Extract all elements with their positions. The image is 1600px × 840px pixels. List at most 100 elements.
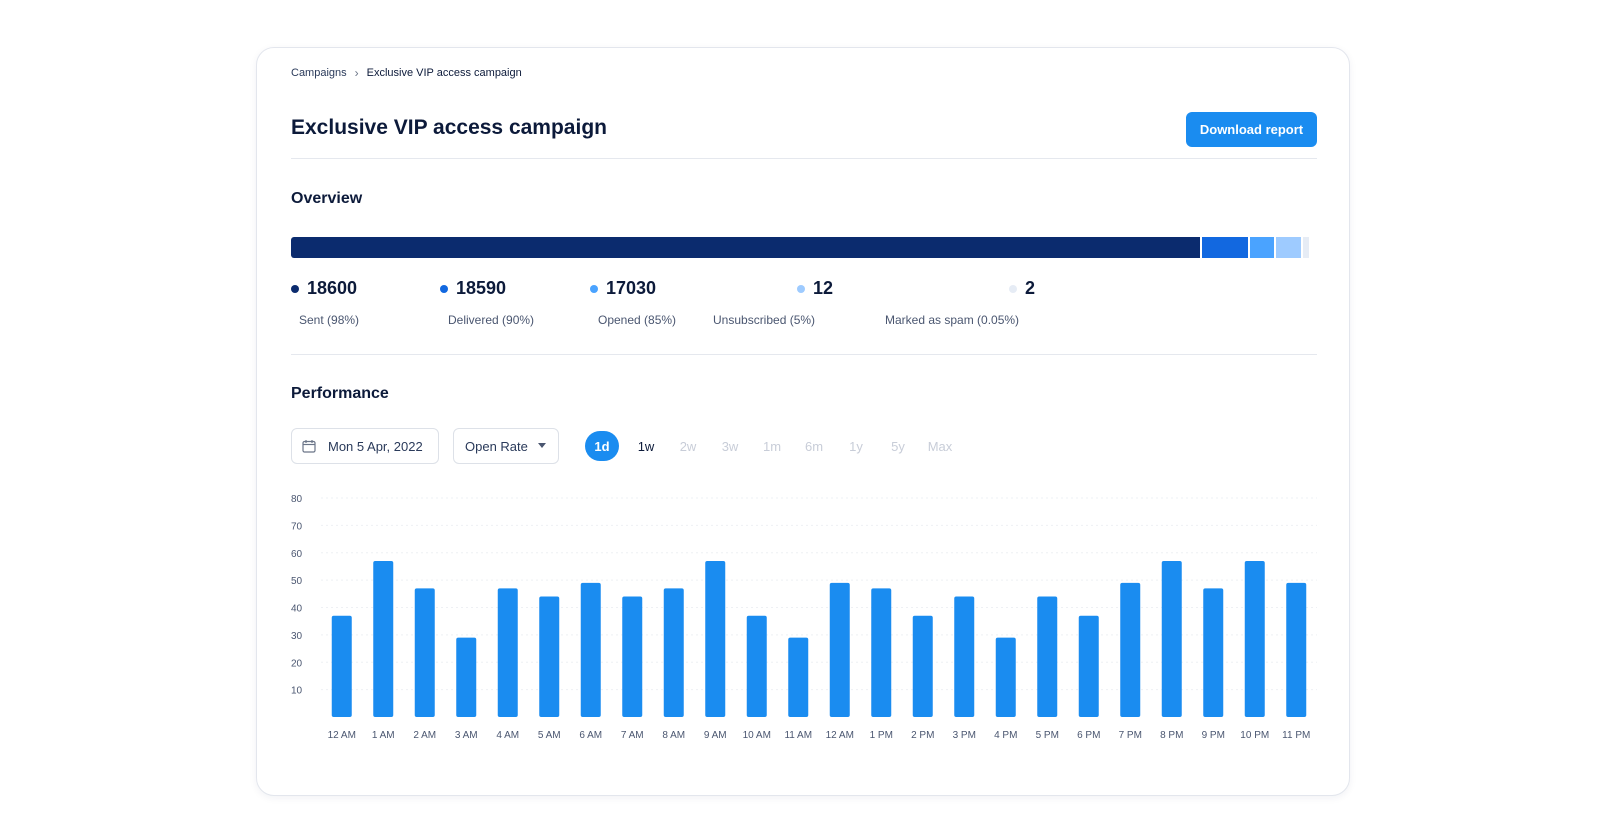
range-tab-1y[interactable]: 1y xyxy=(849,438,863,454)
breadcrumb-campaigns-link[interactable]: Campaigns xyxy=(291,67,347,79)
download-report-button[interactable]: Download report xyxy=(1186,112,1317,147)
overview-segment-unsubscribed xyxy=(1276,237,1301,258)
x-tick-label: 6 PM xyxy=(1077,730,1100,741)
bar[interactable] xyxy=(912,615,933,717)
chevron-right-icon: › xyxy=(354,66,359,80)
bar[interactable] xyxy=(788,637,809,717)
stat-delivered: 18590 Delivered (90%) xyxy=(440,278,534,327)
bar[interactable] xyxy=(1161,560,1182,717)
stat-value: 2 xyxy=(1025,278,1036,298)
bar[interactable] xyxy=(705,560,726,717)
y-tick-label: 20 xyxy=(291,658,303,669)
stat-label: Delivered (90%) xyxy=(448,313,535,327)
overview-title: Overview xyxy=(291,190,363,207)
page-title: Exclusive VIP access campaign xyxy=(291,116,607,139)
overview-segment-opened xyxy=(1249,237,1275,258)
stat-spam: 2 Marked as spam (0.05%) xyxy=(885,278,1036,327)
y-tick-label: 10 xyxy=(291,686,303,697)
x-tick-label: 9 PM xyxy=(1202,730,1225,741)
bar[interactable] xyxy=(1078,615,1099,717)
bar[interactable] xyxy=(456,637,477,717)
x-tick-label: 8 AM xyxy=(662,730,685,741)
x-tick-label: 10 PM xyxy=(1240,730,1269,741)
metric-select[interactable]: Open Rate xyxy=(453,428,559,464)
bar[interactable] xyxy=(539,596,560,717)
bar[interactable] xyxy=(871,588,892,717)
range-tab-2w[interactable]: 2w xyxy=(679,438,697,454)
y-tick-label: 60 xyxy=(291,549,303,560)
stat-label: Marked as spam (0.05%) xyxy=(885,313,1020,327)
date-picker[interactable]: Mon 5 Apr, 2022 xyxy=(291,428,439,464)
range-tab-6m[interactable]: 6m xyxy=(804,438,824,454)
stat-dot xyxy=(291,284,299,293)
overview-segment-sent xyxy=(291,237,1201,258)
stat-value: 17030 xyxy=(606,278,657,298)
x-tick-label: 8 PM xyxy=(1160,730,1183,741)
x-tick-label: 1 PM xyxy=(870,730,893,741)
range-tab-5y[interactable]: 5y xyxy=(891,438,905,454)
x-tick-label: 4 AM xyxy=(496,730,519,741)
x-tick-label: 7 AM xyxy=(621,730,644,741)
performance-title: Performance xyxy=(291,385,389,402)
x-tick-label: 2 PM xyxy=(911,730,934,741)
stat-label: Opened (85%) xyxy=(598,313,677,327)
breadcrumb-current: Exclusive VIP access campaign xyxy=(366,67,522,79)
y-tick-label: 40 xyxy=(291,604,303,615)
stat-dot xyxy=(590,284,598,293)
x-tick-label: 12 AM xyxy=(826,730,854,741)
stat-opened: 17030 Opened (85%) xyxy=(590,278,676,327)
bar[interactable] xyxy=(1203,588,1224,717)
bar[interactable] xyxy=(1037,596,1058,717)
bar[interactable] xyxy=(497,588,518,717)
bar[interactable] xyxy=(331,615,352,717)
stat-sent: 18600 Sent (98%) xyxy=(291,278,359,327)
bar[interactable] xyxy=(1286,582,1307,717)
x-tick-label: 4 PM xyxy=(994,730,1017,741)
divider xyxy=(291,354,1317,355)
x-tick-label: 2 AM xyxy=(413,730,436,741)
x-tick-label: 10 AM xyxy=(743,730,771,741)
caret-down-icon xyxy=(538,443,546,448)
stat-dot xyxy=(797,284,805,293)
metric-value: Open Rate xyxy=(465,438,528,454)
bar[interactable] xyxy=(829,582,850,717)
range-tab-1w[interactable]: 1w xyxy=(637,438,655,454)
bar[interactable] xyxy=(414,588,435,717)
bar[interactable] xyxy=(1120,582,1141,717)
overview-segment-spam xyxy=(1302,237,1309,258)
bar[interactable] xyxy=(663,588,684,717)
x-tick-label: 11 AM xyxy=(784,730,812,741)
range-tab-1m[interactable]: 1m xyxy=(762,438,782,454)
open-rate-bar-chart: 10 20 30 40 50 60 70 80 12 AM 1 AM 2 AM 3 AM 4 AM 5 A… xyxy=(291,494,1317,741)
stat-value: 18600 xyxy=(307,278,358,298)
x-tick-label: 9 AM xyxy=(704,730,727,741)
bar[interactable] xyxy=(954,596,975,717)
y-tick-label: 30 xyxy=(291,631,303,642)
range-tab-1d[interactable]: 1d xyxy=(585,431,619,461)
stat-label: Unsubscribed (5%) xyxy=(713,313,816,327)
range-tab-3w[interactable]: 3w xyxy=(721,438,739,454)
bar[interactable] xyxy=(580,582,601,717)
bar[interactable] xyxy=(1244,560,1265,717)
range-tab-max[interactable]: Max xyxy=(927,438,953,454)
x-tick-label: 12 AM xyxy=(328,730,356,741)
x-tick-label: 6 AM xyxy=(579,730,602,741)
stat-dot xyxy=(440,284,448,293)
y-tick-label: 80 xyxy=(291,494,303,505)
x-tick-label: 5 AM xyxy=(538,730,561,741)
range-tabs: 1d 1w 2w 3w 1m 6m 1y 5y Max xyxy=(585,431,961,461)
stat-label: Sent (98%) xyxy=(299,313,360,327)
bar[interactable] xyxy=(995,637,1016,717)
campaign-card: Campaigns › Exclusive VIP access campaig… xyxy=(256,47,1350,796)
overview-progress-bar xyxy=(291,237,1317,258)
bar[interactable] xyxy=(622,596,643,717)
date-value: Mon 5 Apr, 2022 xyxy=(328,438,423,454)
x-tick-label: 7 PM xyxy=(1119,730,1142,741)
overview-segment-delivered xyxy=(1202,237,1248,258)
breadcrumb: Campaigns › Exclusive VIP access campaig… xyxy=(291,66,522,80)
x-tick-label: 5 PM xyxy=(1036,730,1059,741)
stat-value: 18590 xyxy=(456,278,507,298)
bar[interactable] xyxy=(746,615,767,717)
divider xyxy=(291,158,1317,159)
bar[interactable] xyxy=(373,560,394,717)
